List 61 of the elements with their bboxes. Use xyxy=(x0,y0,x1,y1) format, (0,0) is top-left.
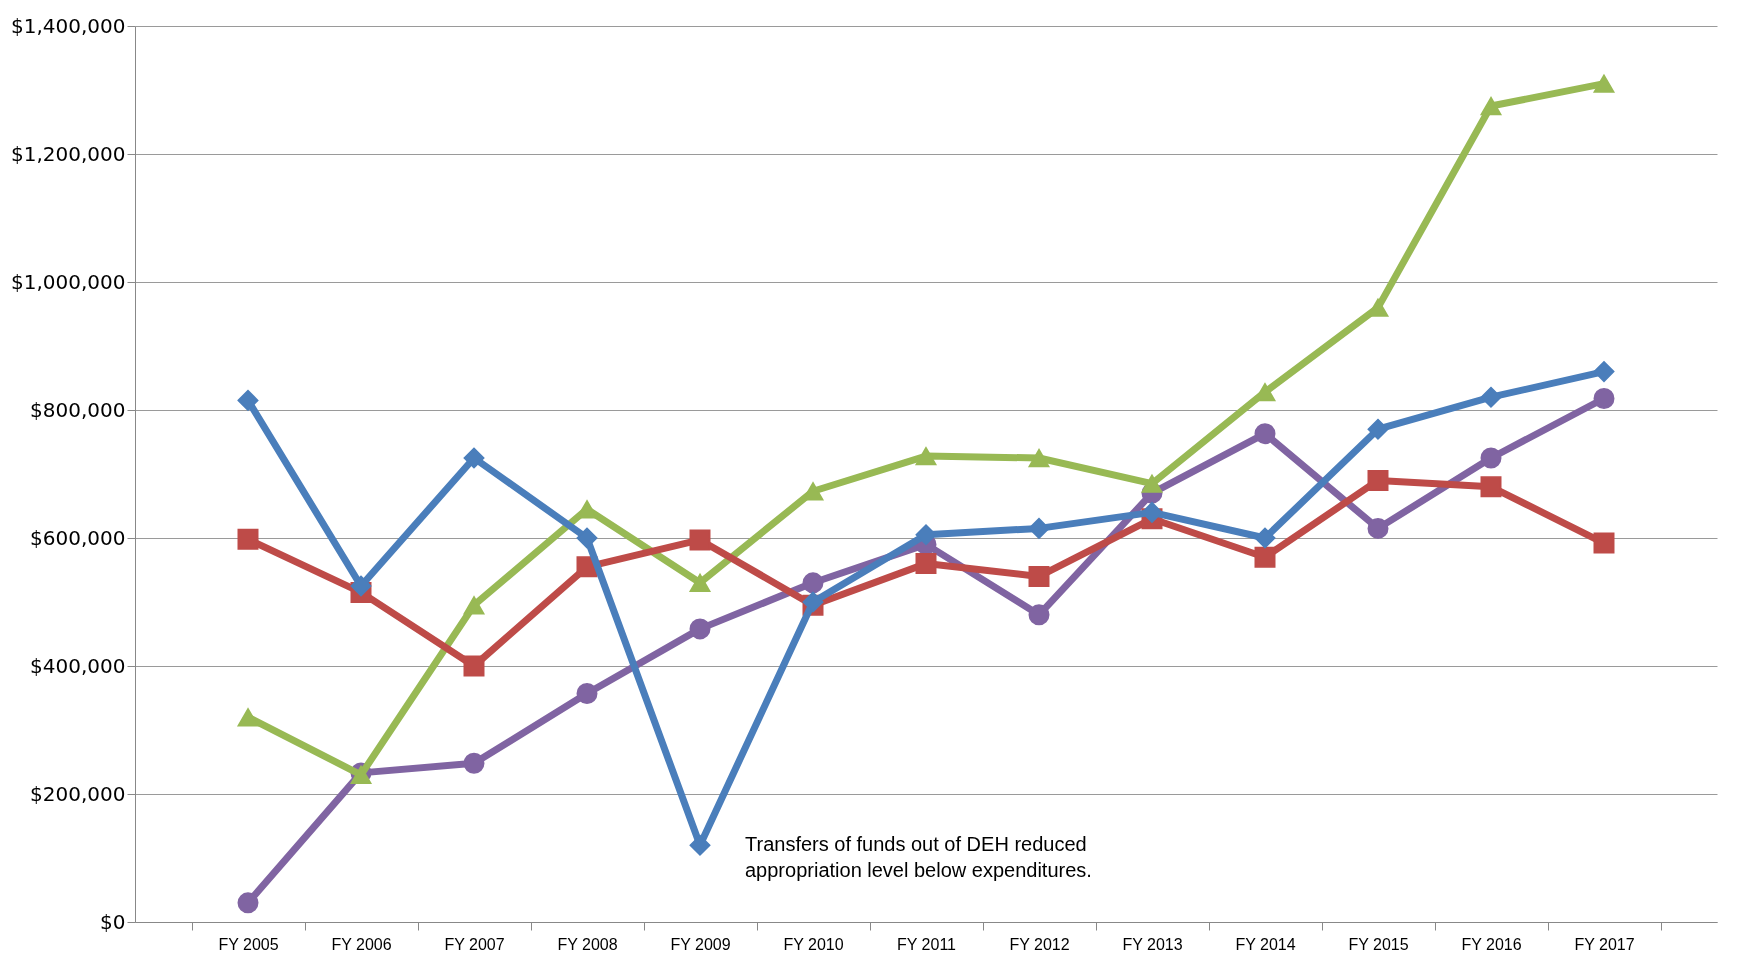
point xyxy=(1367,469,1389,491)
point xyxy=(237,389,259,411)
point xyxy=(1593,361,1615,383)
point xyxy=(237,892,259,914)
annotation: Transfers of funds out of DEH reduced appropriation level below expenditures. xyxy=(745,833,1092,882)
point xyxy=(463,596,485,615)
y-tick-label: $1,400,000 xyxy=(10,13,126,38)
point xyxy=(689,529,711,551)
point xyxy=(576,527,598,549)
point xyxy=(689,834,711,856)
point xyxy=(576,683,598,704)
y-tick-label: $1,200,000 xyxy=(10,141,126,166)
point xyxy=(1367,517,1389,539)
x-tick-label: FY 2015 xyxy=(1348,935,1409,953)
x-tick-label: FY 2005 xyxy=(218,935,279,953)
point xyxy=(915,524,937,546)
point xyxy=(915,553,937,575)
x-tick-label: FY 2011 xyxy=(896,935,957,953)
point xyxy=(915,446,937,466)
x-tick-label: FY 2008 xyxy=(557,935,618,953)
point xyxy=(1480,96,1502,116)
x-tick-label: FY 2014 xyxy=(1235,935,1296,953)
point xyxy=(689,618,711,640)
point xyxy=(463,447,485,469)
x-tick-label: FY 2009 xyxy=(670,935,731,953)
point xyxy=(1028,517,1050,539)
point xyxy=(1028,448,1050,468)
x-tick-label: FY 2013 xyxy=(1122,935,1183,953)
y-tick-label: $200,000 xyxy=(30,781,126,806)
x-tick-label: FY 2016 xyxy=(1461,935,1522,953)
x-tick-label: FY 2012 xyxy=(1009,935,1070,953)
y-tick-label: $1,000,000 xyxy=(10,269,126,294)
point xyxy=(1593,388,1615,409)
point xyxy=(1028,604,1050,626)
x-tick-label: FY 2010 xyxy=(783,935,844,953)
point xyxy=(1141,474,1163,493)
point xyxy=(463,655,485,677)
point xyxy=(1593,532,1615,554)
point xyxy=(237,528,259,550)
point xyxy=(689,573,711,592)
y-tick-label: $400,000 xyxy=(30,653,126,678)
point xyxy=(1480,386,1502,408)
point xyxy=(1480,447,1502,469)
point xyxy=(350,575,372,597)
x-tick-label: FY 2006 xyxy=(331,935,392,953)
x-tick-label: FY 2007 xyxy=(444,935,505,953)
point xyxy=(1141,501,1163,523)
point xyxy=(802,572,824,594)
point xyxy=(1480,476,1502,498)
point xyxy=(1254,423,1276,445)
x-tick-label: FY 2017 xyxy=(1574,935,1635,953)
point xyxy=(1254,527,1276,549)
y-tick-label: $600,000 xyxy=(30,525,126,550)
point xyxy=(1593,74,1615,93)
y-tick-label: $0 xyxy=(100,909,126,934)
point xyxy=(463,752,485,774)
point xyxy=(1367,418,1389,440)
point xyxy=(237,708,259,727)
y-tick-label: $800,000 xyxy=(30,397,126,422)
point xyxy=(1254,546,1276,568)
point xyxy=(1028,565,1050,587)
